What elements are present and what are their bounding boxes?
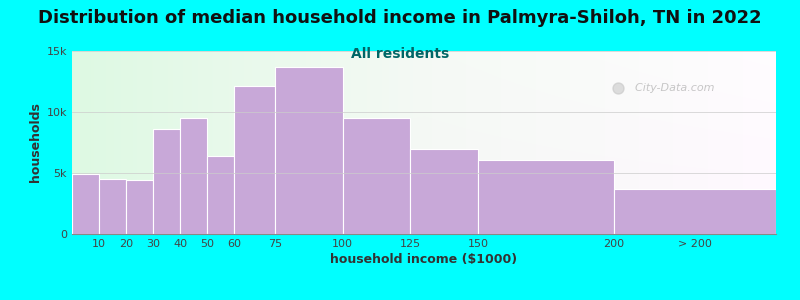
Bar bbox=[154, 129, 180, 234]
Bar bbox=[342, 118, 410, 234]
Text: City-Data.com: City-Data.com bbox=[628, 82, 714, 93]
Text: Distribution of median household income in Palmyra-Shiloh, TN in 2022: Distribution of median household income … bbox=[38, 9, 762, 27]
Bar bbox=[126, 180, 154, 234]
X-axis label: household income ($1000): household income ($1000) bbox=[330, 253, 518, 266]
Text: All residents: All residents bbox=[351, 46, 449, 61]
Bar bbox=[72, 174, 99, 234]
Bar bbox=[207, 156, 234, 234]
Bar bbox=[614, 189, 776, 234]
Y-axis label: households: households bbox=[30, 103, 42, 182]
Bar bbox=[234, 86, 275, 234]
Bar bbox=[478, 160, 614, 234]
Bar bbox=[180, 118, 207, 234]
Bar bbox=[99, 179, 126, 234]
Bar bbox=[275, 67, 342, 234]
Bar bbox=[410, 148, 478, 234]
